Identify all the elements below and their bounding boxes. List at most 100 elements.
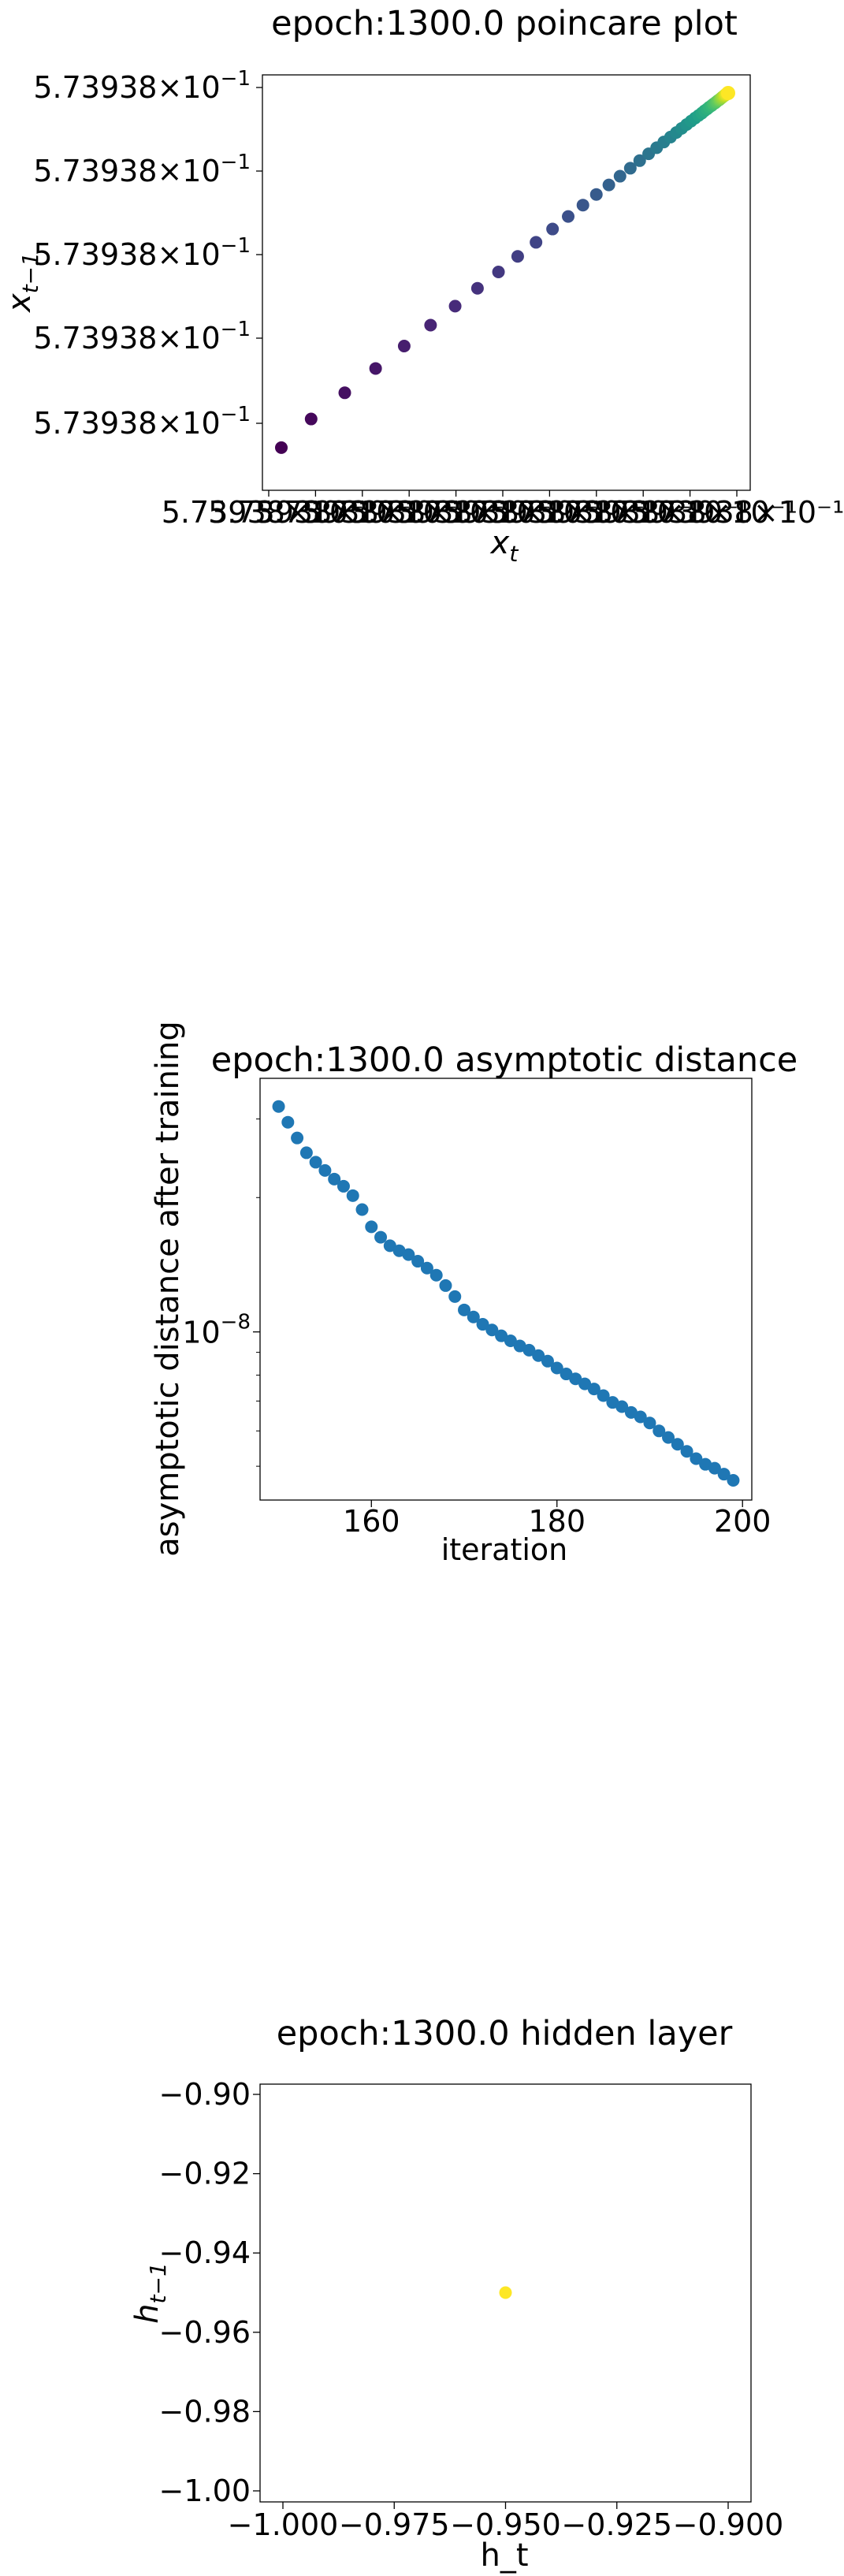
poincare-x-tick-label: 5.73938×10⁻¹: [396, 495, 611, 530]
poincare-point: [602, 178, 615, 192]
poincare-point: [562, 210, 575, 223]
asymptotic-distance-point: [328, 1172, 341, 1186]
asymptotic-distance-point: [383, 1239, 396, 1253]
asymptotic-distance-points: [272, 1100, 740, 1487]
hidden-layer-y-tick-label: −0.98: [159, 2394, 251, 2429]
poincare-x-tick-label: 5.73938×10⁻¹: [442, 495, 657, 530]
hidden-layer-x-tick-label: −0.950: [450, 2507, 561, 2542]
asymptotic-distance-point: [541, 1354, 554, 1368]
asymptotic-distance-point: [615, 1400, 629, 1413]
asymptotic-distance-point: [291, 1131, 304, 1145]
hidden-layer-x-tick-label: −1.000: [228, 2507, 339, 2542]
asymptotic-distance-point: [355, 1203, 369, 1216]
poincare-y-axis-label-main: x: [2, 293, 38, 314]
poincare-point: [448, 300, 462, 313]
poincare-chart: epoch:1300.0 poincare plot 5.73938×10⁻¹5…: [2, 4, 844, 567]
asymptotic-distance-x-ticks: 160 180 200: [343, 1500, 771, 1539]
asymptotic-distance-point: [532, 1349, 545, 1362]
asymptotic-distance-point: [569, 1372, 582, 1386]
poincare-point: [470, 281, 484, 295]
asymptotic-distance-y-ticks: 10−8: [182, 1119, 260, 1467]
poincare-point: [369, 362, 382, 375]
asymptotic-distance-point: [346, 1189, 359, 1202]
poincare-y-tick-label: 5.73938×10−1: [33, 403, 251, 441]
hidden-layer-x-tick-label: −0.900: [673, 2507, 784, 2542]
poincare-x-tick-label: 5.73938×10⁻¹: [630, 495, 844, 530]
asymptotic-distance-point: [336, 1179, 350, 1193]
poincare-y-tick-label: 5.73938×10−1: [33, 151, 251, 188]
asymptotic-distance-point: [318, 1163, 332, 1177]
poincare-x-ticks: 5.73938×10⁻¹5.73938×10⁻¹5.73938×10⁻¹5.73…: [162, 490, 844, 530]
asymptotic-distance-point: [485, 1323, 499, 1337]
asymptotic-distance-point: [420, 1261, 433, 1275]
poincare-plot-frame: [262, 74, 751, 491]
asymptotic-distance-x-tick-label: 160: [343, 1504, 400, 1539]
poincare-x-axis-label-main: x: [489, 525, 510, 561]
hidden-layer-y-axis-label-main: h: [129, 2303, 165, 2323]
asymptotic-distance-x-tick-label: 180: [528, 1504, 586, 1539]
asymptotic-distance-point: [560, 1368, 573, 1381]
asymptotic-distance-point: [717, 1468, 731, 1481]
poincare-point: [623, 162, 637, 175]
poincare-y-tick-label: 5.73938×10−1: [33, 318, 251, 356]
poincare-x-axis-label-sub: t: [509, 541, 519, 567]
hidden-layer-x-axis-label: h_t: [480, 2537, 528, 2574]
hidden-layer-y-axis-label: ht−1: [129, 2262, 171, 2324]
poincare-y-axis-label: xt−1: [2, 252, 43, 314]
asymptotic-distance-point: [458, 1303, 471, 1316]
asymptotic-distance-chart: epoch:1300.0 asymptotic distance 160 180 2…: [150, 1021, 798, 1567]
poincare-point: [511, 250, 524, 263]
poincare-point: [304, 412, 318, 426]
poincare-x-tick-label: 5.73938×10⁻¹: [162, 495, 377, 530]
poincare-point: [397, 340, 411, 353]
poincare-point: [613, 169, 626, 183]
poincare-point: [576, 199, 589, 212]
hidden-layer-y-ticks: −1.00 −0.98 −0.96 −0.94 −0.92 −0.90: [159, 2077, 260, 2508]
asymptotic-distance-point: [587, 1383, 600, 1396]
asymptotic-distance-point: [597, 1389, 610, 1402]
poincare-point: [338, 386, 351, 400]
asymptotic-distance-title: epoch:1300.0 asymptotic distance: [211, 1040, 798, 1080]
poincare-x-tick-label: 5.73938×10⁻¹: [255, 495, 470, 530]
hidden-layer-y-tick-label: −0.90: [159, 2077, 251, 2112]
poincare-y-tick-label: 5.73938×10−1: [33, 67, 251, 105]
poincare-x-tick-label: 5.73938×10⁻¹: [536, 495, 751, 530]
hidden-layer-y-tick-label: −0.94: [159, 2235, 251, 2270]
asymptotic-distance-y-tick-label: 10−8: [182, 1311, 251, 1350]
poincare-y-ticks: 5.73938×10−1 5.73938×10−1 5.73938×10−1 5.73…: [33, 67, 262, 441]
poincare-point: [424, 318, 437, 332]
poincare-x-tick-label: 5.73938×10⁻¹: [348, 495, 563, 530]
hidden-layer-x-ticks: −1.000 −0.975 −0.950 −0.925 −0.900: [228, 2502, 784, 2542]
asymptotic-distance-point: [374, 1230, 388, 1244]
asymptotic-distance-point: [402, 1248, 415, 1261]
asymptotic-distance-point: [476, 1318, 489, 1331]
asymptotic-distance-point: [708, 1461, 721, 1475]
hidden-layer-y-tick-label: −1.00: [159, 2474, 251, 2508]
asymptotic-distance-x-tick-label: 200: [714, 1504, 771, 1539]
asymptotic-distance-point: [309, 1156, 322, 1169]
asymptotic-distance-point: [281, 1115, 295, 1129]
poincare-points: [275, 86, 735, 454]
hidden-layer-x-tick-label: −0.925: [561, 2507, 672, 2542]
asymptotic-distance-point: [671, 1438, 684, 1451]
poincare-point: [721, 86, 735, 100]
asymptotic-distance-point: [411, 1255, 425, 1268]
poincare-point: [275, 441, 288, 454]
poincare-x-tick-label: 5.73938×10⁻¹: [489, 495, 704, 530]
asymptotic-distance-point: [653, 1424, 666, 1438]
asymptotic-distance-point: [365, 1220, 378, 1234]
asymptotic-distance-point: [690, 1452, 703, 1465]
poincare-y-tick-label: 5.73938×10−1: [33, 234, 251, 272]
poincare-point: [530, 236, 543, 249]
asymptotic-distance-point: [429, 1268, 443, 1282]
hidden-layer-y-tick-label: −0.92: [159, 2157, 251, 2191]
asymptotic-distance-y-axis-label: asymptotic distance after training: [150, 1021, 186, 1557]
poincare-point: [546, 222, 560, 236]
asymptotic-distance-point: [495, 1329, 508, 1342]
asymptotic-distance-point: [522, 1343, 536, 1357]
asymptotic-distance-point: [504, 1335, 517, 1348]
poincare-x-tick-label: 5.73938×10⁻¹: [302, 495, 517, 530]
hidden-layer-title: epoch:1300.0 hidden layer: [277, 2014, 733, 2053]
asymptotic-distance-point: [448, 1290, 462, 1303]
